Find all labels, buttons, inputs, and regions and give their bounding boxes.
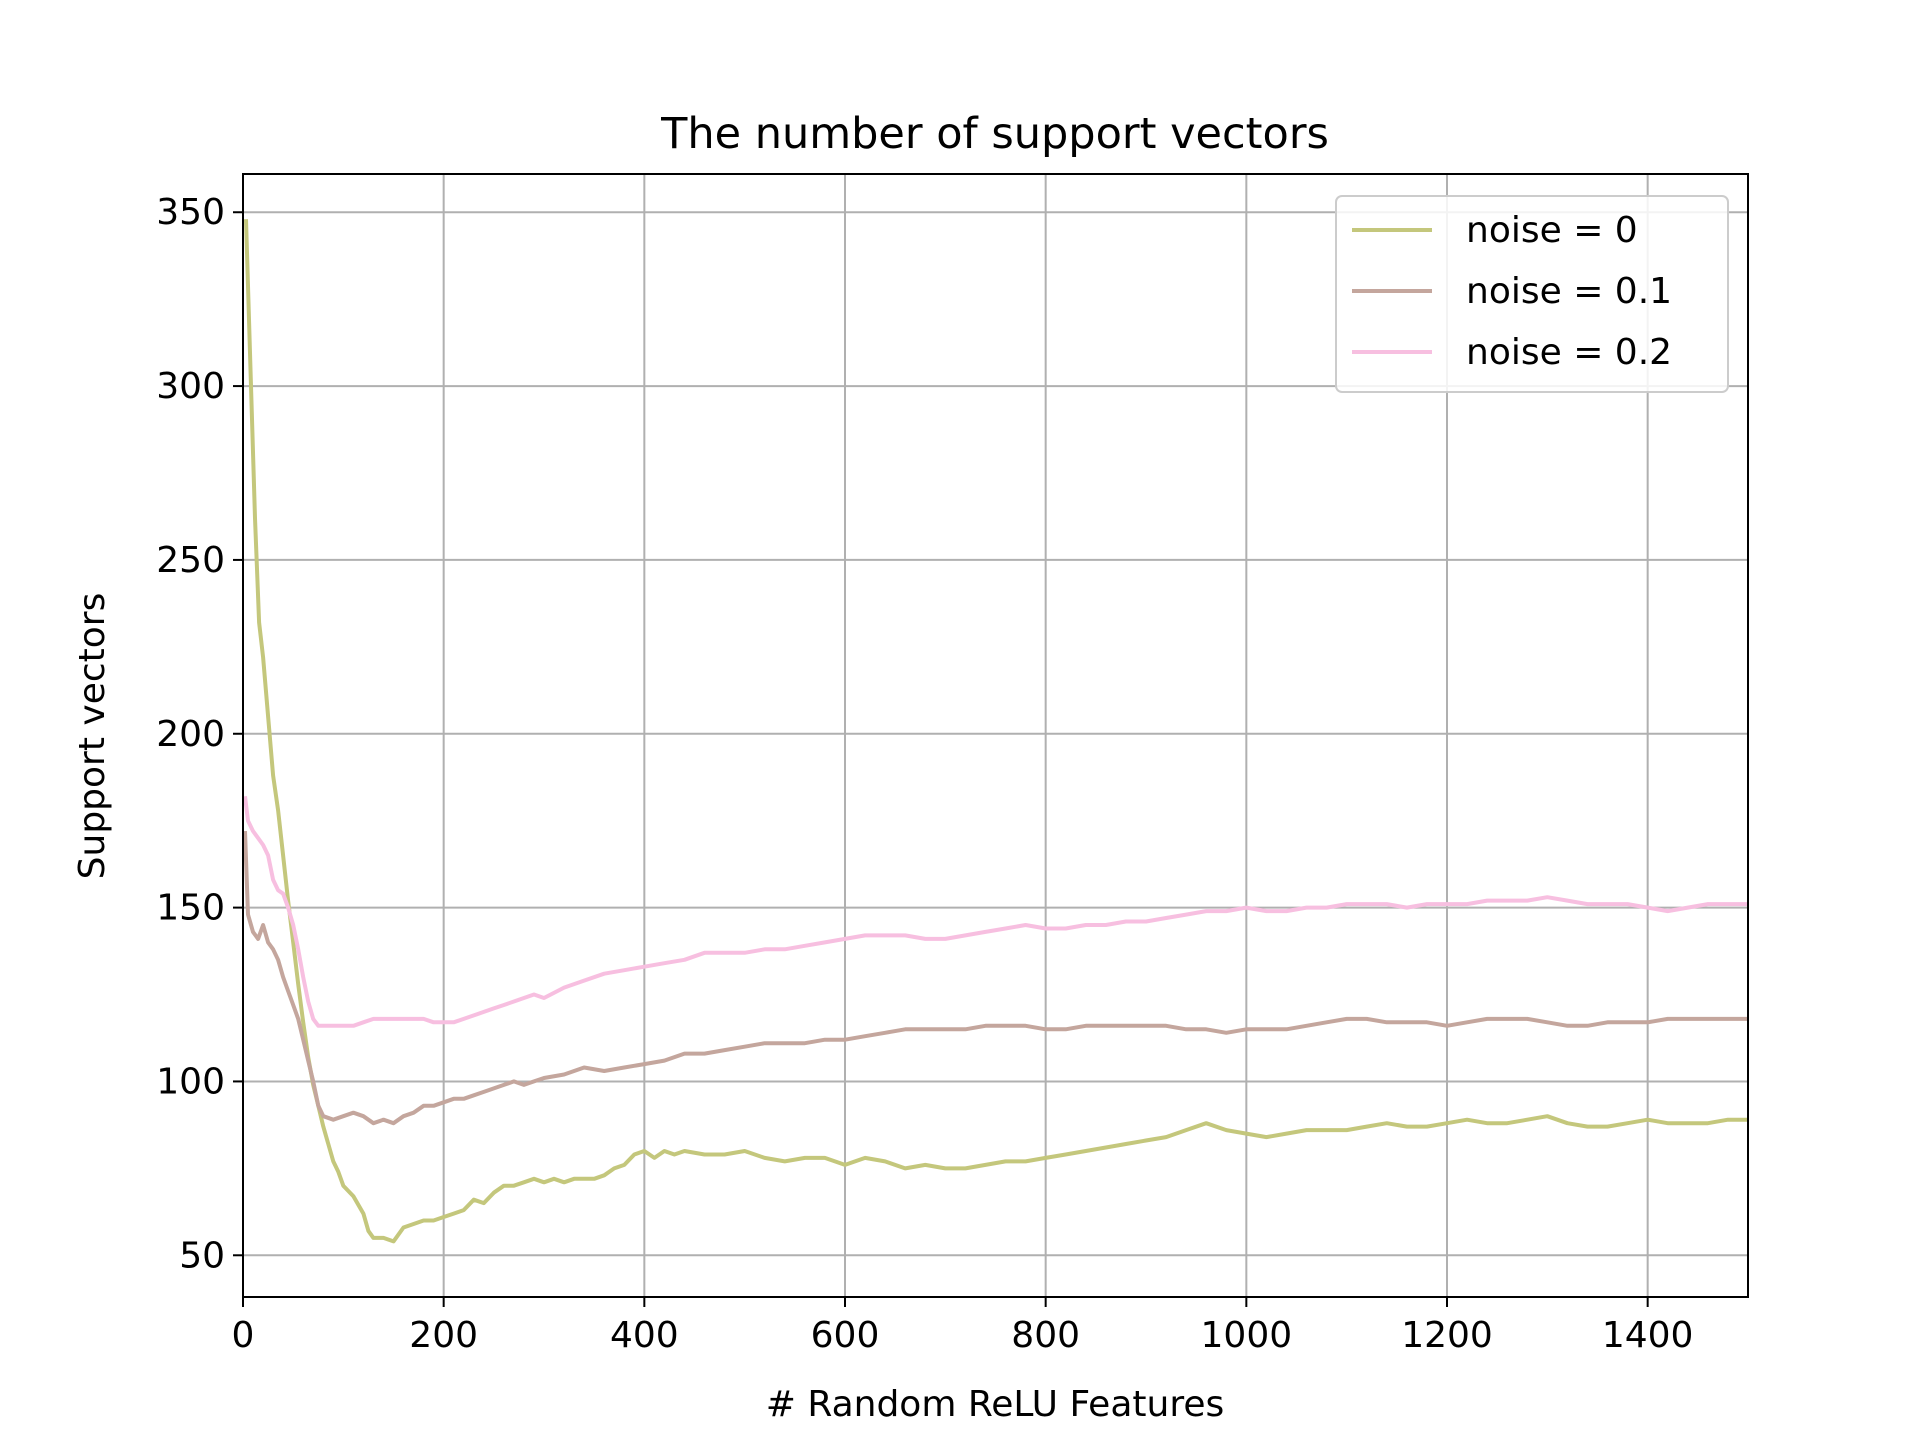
x-tick-label: 600 — [811, 1315, 880, 1356]
plot-frame — [242, 173, 1749, 1298]
legend-box — [1335, 195, 1729, 393]
y-tick-label: 150 — [156, 888, 225, 929]
axis-ticks: 0 200 400 600 800 1000 1200 1400 50 100 150 200 250 3… — [156, 192, 1693, 1356]
y-tick-label: 300 — [156, 366, 225, 407]
y-tick-label: 200 — [156, 714, 225, 755]
series-line-2 — [243, 831, 1748, 1126]
y-tick-label: 250 — [156, 540, 225, 581]
y-tick-label: 100 — [156, 1061, 225, 1102]
x-tick-label: 200 — [409, 1315, 478, 1356]
x-tick-label: 400 — [610, 1315, 679, 1356]
x-tick-label: 1000 — [1201, 1315, 1293, 1356]
x-axis-title: # Random ReLU Features — [766, 1384, 1225, 1425]
x-tick-label: 800 — [1011, 1315, 1080, 1356]
series-line-1 — [244, 219, 1748, 1244]
x-tick-label: 0 — [232, 1315, 255, 1356]
legend-label-1: noise = 0 — [1466, 210, 1638, 251]
x-tick-label: 1400 — [1602, 1315, 1694, 1356]
chart-title: The number of support vectors — [660, 109, 1329, 159]
legend: noise = 0 noise = 0.1 noise = 0.2 — [1335, 195, 1729, 393]
legend-label-2: noise = 0.1 — [1466, 271, 1672, 312]
y-tick-label: 350 — [156, 192, 225, 233]
series-layer — [243, 219, 1748, 1244]
x-tick-label: 1200 — [1401, 1315, 1493, 1356]
y-tick-label: 50 — [179, 1235, 225, 1276]
legend-label-3: noise = 0.2 — [1466, 332, 1672, 373]
series-line-3 — [243, 796, 1748, 1028]
y-axis-title: Support vectors — [72, 593, 113, 880]
